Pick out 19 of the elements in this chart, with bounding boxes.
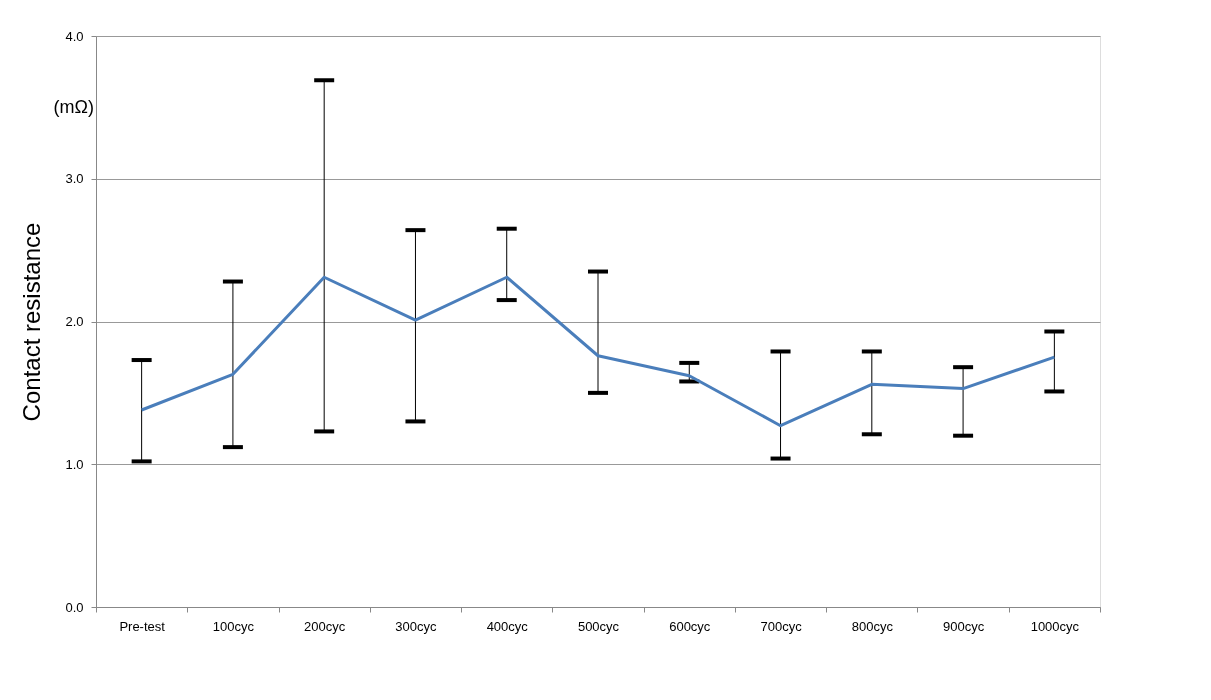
x-tick-label: 200cyc bbox=[304, 618, 346, 634]
x-tick-label: 400cyc bbox=[486, 618, 529, 634]
line-series bbox=[140, 275, 1056, 428]
y-tick-label: 1.0 bbox=[65, 456, 84, 472]
y-tick-label: 3.0 bbox=[65, 171, 84, 187]
x-tick-label: 700cyc bbox=[760, 618, 803, 634]
y-tick-label: 2.0 bbox=[65, 314, 84, 329]
x-tick-label: 300cyc bbox=[395, 618, 438, 634]
x-tick-label: 100cyc bbox=[212, 618, 255, 634]
x-tick-label: 900cyc bbox=[942, 618, 985, 634]
y-axis-title: Contact resistance bbox=[18, 222, 46, 422]
y-tick-label: 0.0 bbox=[65, 599, 84, 615]
x-tick-label: 1000cyc bbox=[1030, 618, 1080, 634]
x-tick-label: 800cyc bbox=[851, 618, 894, 634]
x-tick-label: 600cyc bbox=[669, 618, 711, 634]
x-tick-label: Pre-test bbox=[119, 618, 166, 634]
x-tick-label: 500cyc bbox=[577, 618, 620, 634]
text: (mΩ) bbox=[53, 97, 94, 117]
y-tick-label: 4.0 bbox=[65, 28, 84, 44]
